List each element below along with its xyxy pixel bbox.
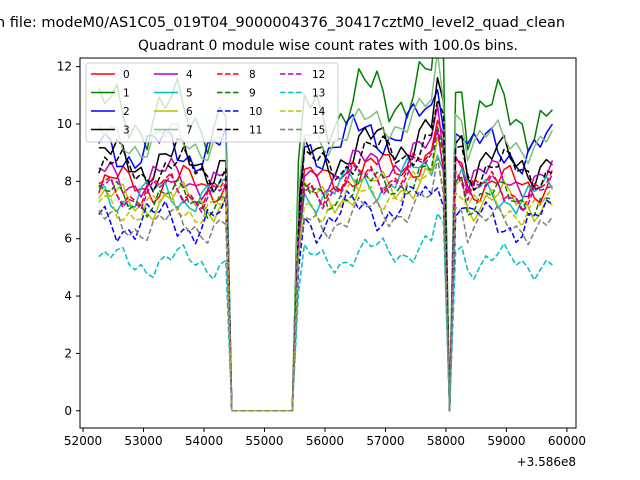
x-tick-label: 60000: [548, 434, 586, 448]
legend-label-5: 5: [186, 88, 193, 100]
legend-label-15: 15: [312, 125, 325, 137]
file-suptitle: n file: modeM0/AS1C05_019T04_9000004376_…: [0, 15, 565, 31]
legend-label-1: 1: [123, 88, 130, 100]
x-tick-label: 59000: [487, 434, 525, 448]
axes-frame: [79, 57, 577, 429]
y-tick-label: 0: [64, 404, 72, 418]
x-tick-label: 54000: [185, 434, 223, 448]
series-line-10: [98, 184, 553, 412]
series-line-0: [98, 119, 553, 412]
legend-label-3: 3: [123, 125, 130, 137]
x-tick-label: 58000: [427, 434, 465, 448]
chart-title: Quadrant 0 module wise count rates with …: [138, 38, 518, 54]
y-tick-label: 10: [57, 117, 72, 131]
legend-label-4: 4: [186, 69, 193, 81]
x-offset-label: +3.586e8: [517, 455, 576, 469]
legend-label-2: 2: [123, 106, 130, 118]
series-line-3: [98, 77, 553, 412]
series-line-15: [98, 157, 554, 412]
legend-label-0: 0: [123, 69, 130, 81]
legend-label-11: 11: [249, 125, 262, 137]
legend-label-12: 12: [312, 69, 325, 81]
legend-label-9: 9: [249, 88, 256, 100]
series-line-9: [98, 125, 553, 412]
y-tick-label: 12: [57, 60, 72, 74]
y-tick-label: 4: [64, 289, 72, 303]
y-tick-label: 8: [64, 174, 72, 188]
x-tick-label: 53000: [124, 434, 162, 448]
legend-label-6: 6: [186, 106, 193, 118]
legend-box: [85, 62, 339, 143]
y-tick-label: 2: [64, 346, 72, 360]
y-tick-label: 6: [64, 232, 72, 246]
y-axis: 0 2 4 6 8 10 12: [57, 60, 80, 418]
legend-label-14: 14: [312, 106, 326, 118]
legend-label-13: 13: [312, 88, 325, 100]
legend-label-7: 7: [186, 125, 193, 137]
plot-area: [98, 58, 554, 412]
series-line-13: [98, 212, 553, 412]
x-tick-label: 56000: [306, 434, 344, 448]
series-line-14: [98, 156, 554, 412]
x-tick-label: 52000: [64, 434, 102, 448]
series-line-12: [98, 129, 554, 412]
series-line-11: [98, 99, 553, 412]
legend-label-10: 10: [249, 106, 262, 118]
x-axis: 52000 53000 54000 55000 56000 57000 58000 59000…: [64, 428, 586, 448]
series-line-6: [98, 136, 553, 412]
x-tick-label: 55000: [245, 434, 283, 448]
x-tick-label: 57000: [366, 434, 404, 448]
legend-label-8: 8: [249, 69, 256, 81]
